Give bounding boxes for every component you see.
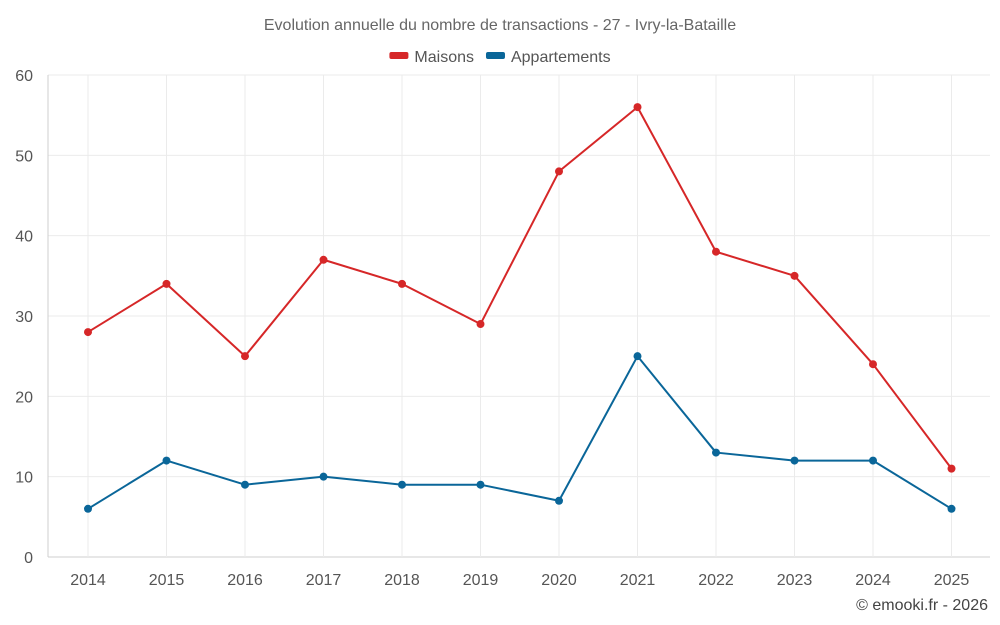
chart-title: Evolution annuelle du nombre de transact… bbox=[264, 17, 736, 34]
series-line-appartements bbox=[87, 355, 953, 510]
x-tick-label: 2018 bbox=[384, 572, 420, 589]
series-group bbox=[84, 103, 956, 513]
data-point-appartements[interactable] bbox=[790, 456, 799, 465]
x-tick-label: 2024 bbox=[855, 572, 891, 589]
data-point-maisons[interactable] bbox=[869, 360, 877, 369]
x-tick-label: 2016 bbox=[227, 572, 263, 589]
legend-item-maisons[interactable]: Maisons bbox=[389, 49, 474, 66]
data-point-maisons[interactable] bbox=[555, 167, 563, 176]
data-point-appartements[interactable] bbox=[633, 352, 642, 361]
data-point-appartements[interactable] bbox=[712, 448, 720, 457]
data-point-appartements[interactable] bbox=[555, 496, 563, 505]
data-point-maisons[interactable] bbox=[162, 279, 171, 288]
data-point-appartements[interactable] bbox=[476, 480, 485, 489]
grid bbox=[47, 74, 990, 558]
data-point-maisons[interactable] bbox=[241, 352, 249, 361]
data-point-maisons[interactable] bbox=[398, 279, 406, 288]
x-tick-label: 2021 bbox=[620, 572, 656, 589]
legend-swatch bbox=[389, 52, 409, 59]
legend-swatch bbox=[485, 52, 505, 59]
data-point-appartements[interactable] bbox=[319, 472, 328, 481]
y-tick-label: 10 bbox=[15, 470, 33, 487]
data-point-maisons[interactable] bbox=[476, 320, 485, 329]
legend: Maisons Appartements bbox=[389, 49, 611, 66]
data-point-appartements[interactable] bbox=[869, 456, 877, 465]
y-tick-label: 50 bbox=[15, 148, 33, 165]
data-point-maisons[interactable] bbox=[712, 247, 720, 256]
y-tick-label: 60 bbox=[15, 68, 33, 85]
x-tick-label: 2022 bbox=[698, 572, 734, 589]
y-tick-label: 20 bbox=[15, 389, 33, 406]
data-point-maisons[interactable] bbox=[633, 103, 642, 112]
legend-item-appartements[interactable]: Appartements bbox=[485, 49, 611, 66]
data-point-appartements[interactable] bbox=[947, 504, 956, 513]
data-point-maisons[interactable] bbox=[790, 271, 799, 280]
legend-label: Maisons bbox=[414, 49, 474, 66]
data-point-appartements[interactable] bbox=[241, 480, 249, 489]
y-axis: 0 10 20 30 40 50 60 bbox=[15, 68, 33, 567]
x-tick-label: 2023 bbox=[777, 572, 813, 589]
x-tick-label: 2019 bbox=[463, 572, 499, 589]
x-tick-label: 2017 bbox=[306, 572, 342, 589]
x-tick-label: 2014 bbox=[70, 572, 106, 589]
y-tick-label: 30 bbox=[15, 309, 33, 326]
legend-label: Appartements bbox=[511, 49, 611, 66]
x-tick-label: 2025 bbox=[934, 572, 970, 589]
y-tick-label: 40 bbox=[15, 229, 33, 246]
x-tick-label: 2015 bbox=[149, 572, 185, 589]
data-point-maisons[interactable] bbox=[319, 255, 328, 264]
x-axis: 2014 2015 2016 2017 2018 2019 2020 2021 2022 2023… bbox=[70, 572, 969, 589]
x-tick-label: 2020 bbox=[541, 572, 577, 589]
series-line-maisons bbox=[87, 106, 953, 470]
y-tick-label: 0 bbox=[24, 550, 33, 567]
data-point-maisons[interactable] bbox=[84, 328, 92, 337]
data-point-appartements[interactable] bbox=[84, 504, 92, 513]
credit-text: © emooki.fr - 2026 bbox=[856, 597, 988, 614]
data-point-maisons[interactable] bbox=[947, 464, 956, 473]
data-point-appartements[interactable] bbox=[398, 480, 406, 489]
data-point-appartements[interactable] bbox=[162, 456, 171, 465]
